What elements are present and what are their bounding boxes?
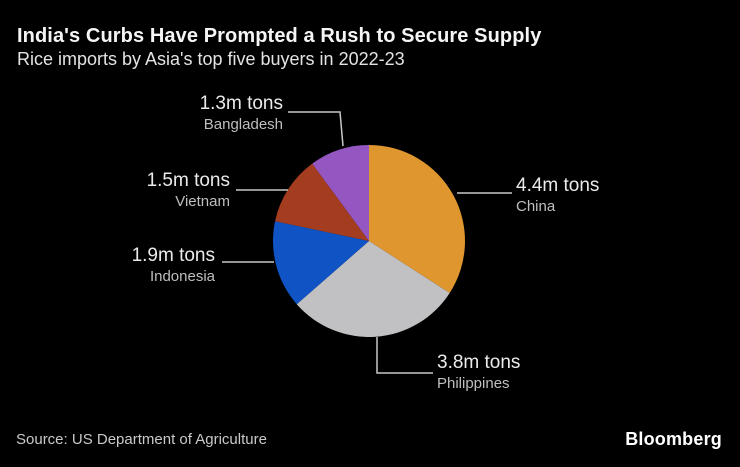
- pie-label-vietnam-name: Vietnam: [175, 193, 230, 210]
- pie-label-vietnam-value: 1.5m tons: [146, 170, 230, 191]
- pie-label-vietnam: 1.5m tons Vietnam: [147, 170, 230, 210]
- pie-label-china-value: 4.4m tons: [516, 175, 600, 196]
- chart-title: India's Curbs Have Prompted a Rush to Se…: [17, 25, 542, 47]
- bloomberg-logo: Bloomberg: [625, 429, 722, 449]
- pie-label-philippines-value: 3.8m tons: [437, 352, 521, 373]
- pie-label-china: 4.4m tons China: [516, 175, 599, 215]
- pie-slice-china: [369, 145, 465, 293]
- chart-subtitle: Rice imports by Asia's top five buyers i…: [17, 49, 405, 69]
- leader-line-philippines: [376, 337, 433, 374]
- pie-label-bangladesh: 1.3m tons Bangladesh: [200, 93, 283, 133]
- pie-label-indonesia-name: Indonesia: [149, 268, 215, 285]
- pie-label-philippines-name: Philippines: [437, 375, 510, 392]
- pie-label-indonesia: 1.9m tons Indonesia: [132, 245, 215, 285]
- pie-slice-bangladesh: [312, 145, 369, 241]
- pie-label-china-name: China: [516, 198, 556, 215]
- pie-label-indonesia-value: 1.9m tons: [131, 245, 215, 266]
- pie-slice-indonesia: [273, 221, 369, 305]
- leader-line-bangladesh: [288, 111, 344, 147]
- pie-label-bangladesh-value: 1.3m tons: [199, 93, 283, 114]
- source-attribution: Source: US Department of Agriculture: [16, 431, 267, 448]
- pie-label-philippines: 3.8m tons Philippines: [437, 352, 520, 392]
- pie-label-bangladesh-name: Bangladesh: [203, 116, 283, 133]
- pie-slice-philippines: [296, 241, 450, 337]
- pie-slice-vietnam: [275, 163, 369, 241]
